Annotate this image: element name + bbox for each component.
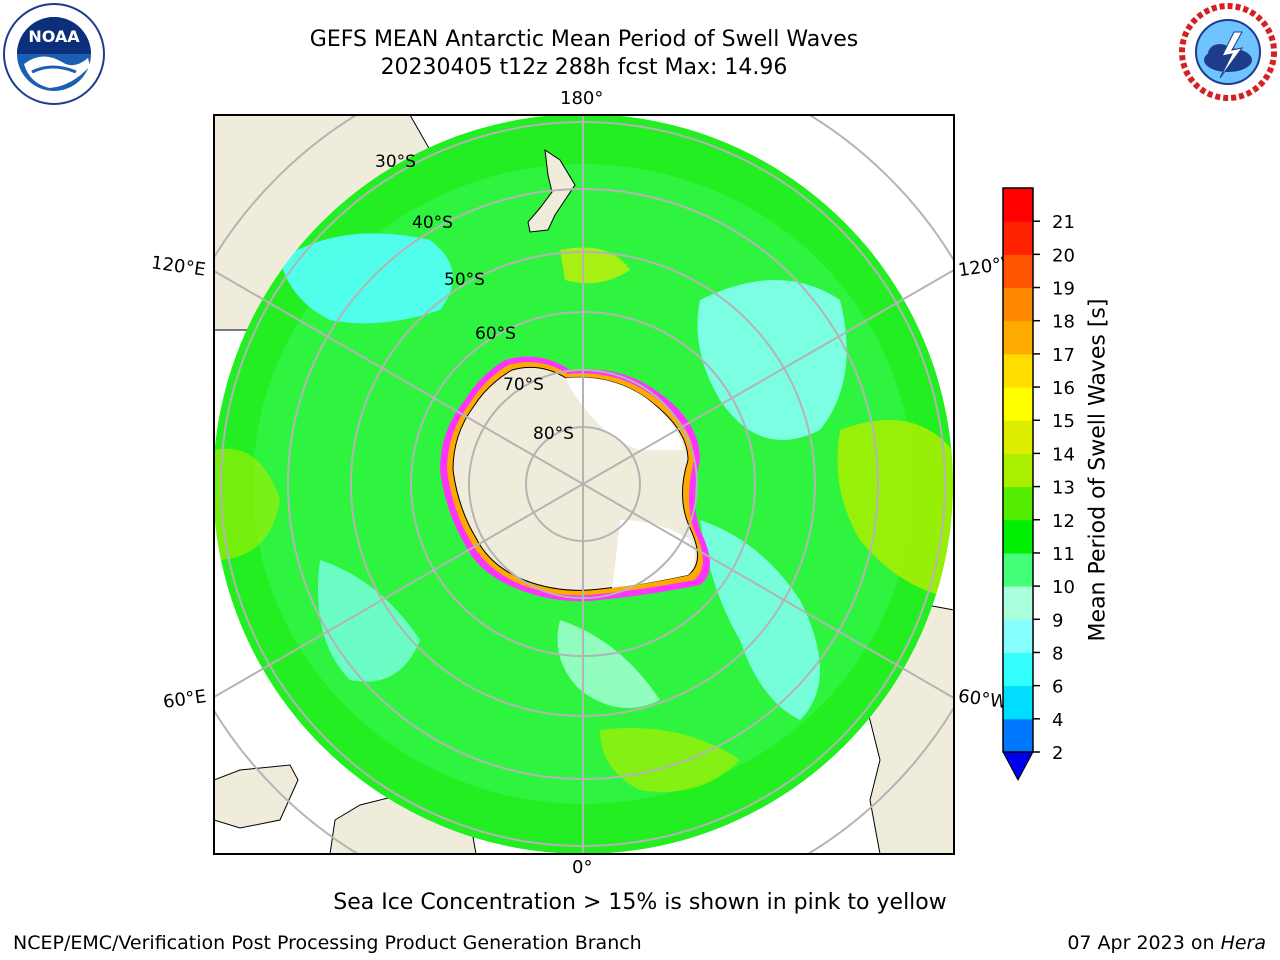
- lat-label-80s: 80°S: [533, 424, 574, 444]
- lat-label-30s: 30°S: [375, 152, 416, 172]
- colorbar-tick-label: 16: [1052, 378, 1075, 399]
- sea-ice-note: Sea Ice Concentration > 15% is shown in …: [333, 890, 947, 915]
- credit-text: NCEP/EMC/Verification Post Processing Pr…: [13, 932, 642, 954]
- ross-ice-shelf: [566, 377, 684, 450]
- lat-label-50s: 50°S: [444, 270, 485, 290]
- meridian-120e: [214, 270, 584, 485]
- colorbar-tick-label: 2: [1052, 743, 1063, 764]
- colorbar-band: [1003, 320, 1033, 355]
- colorbar-tick-label: 8: [1052, 643, 1063, 664]
- colorbar-tick-label: 14: [1052, 444, 1075, 465]
- date-stamp: 07 Apr 2023 on Hera: [1067, 932, 1266, 954]
- cyan-region-tasman: [280, 233, 453, 324]
- colorbar-band: [1003, 188, 1033, 222]
- colorbar-band: [1003, 685, 1033, 720]
- lat-label-60s: 60°S: [475, 324, 516, 344]
- cyan-region-atlantic: [700, 520, 820, 720]
- colorbar-underflow-arrow: [1002, 751, 1034, 782]
- colorbar-band: [1003, 552, 1033, 587]
- cyan-region-indian: [318, 560, 420, 682]
- colorbar-label: Mean Period of Swell Waves [s]: [1085, 298, 1111, 642]
- graticule: [214, 115, 954, 854]
- date-text: 07 Apr 2023 on: [1067, 932, 1221, 954]
- colorbar-tick-label: 11: [1052, 544, 1075, 565]
- colorbar-band: [1003, 254, 1033, 289]
- nws-logo-icon: [1179, 3, 1277, 101]
- meridian-60e: [214, 483, 584, 698]
- colorbar-band: [1003, 652, 1033, 687]
- colorbar-band: [1003, 453, 1033, 488]
- colorbar-tick-label: 13: [1052, 478, 1075, 499]
- meridian-60w: [582, 483, 954, 699]
- colorbar-tick-label: 10: [1052, 577, 1075, 598]
- lon-label-0: 0°: [572, 857, 593, 878]
- colorbar-tick-label: 6: [1052, 677, 1063, 698]
- colorbar-tick-label: 9: [1052, 610, 1063, 631]
- yellowgreen-patch-south: [600, 728, 740, 792]
- date-host: Hera: [1220, 932, 1266, 954]
- madagascar-land: [214, 764, 299, 829]
- colorbar-tick-label: 18: [1052, 312, 1075, 333]
- lon-label-180: 180°: [560, 88, 604, 109]
- colorbar-tick-label: 20: [1052, 245, 1075, 266]
- yellowgreen-patch-east: [837, 420, 953, 600]
- chart-title: GEFS MEAN Antarctic Mean Period of Swell…: [309, 27, 859, 52]
- yellowgreen-patch-north: [560, 247, 630, 284]
- colorbar-tick-label: 19: [1052, 279, 1075, 300]
- colorbar-tick-label: 12: [1052, 511, 1075, 532]
- colorbar-band: [1003, 420, 1033, 454]
- lat-label-40s: 40°S: [412, 213, 453, 233]
- colorbar-band: [1003, 353, 1033, 388]
- colorbar-tick-label: 15: [1052, 411, 1075, 432]
- chart-subtitle: 20230405 t12z 288h fcst Max: 14.96: [380, 55, 788, 80]
- new-zealand-land: [527, 148, 576, 233]
- colorbar-band: [1003, 221, 1033, 255]
- colorbar-band: [1003, 718, 1033, 753]
- colorbar-band: [1003, 519, 1033, 554]
- colorbar-band: [1003, 287, 1033, 322]
- colorbar-tick-label: 17: [1052, 345, 1075, 366]
- meridian-120w: [582, 269, 954, 485]
- colorbar-tick-label: 4: [1052, 710, 1063, 731]
- yellowgreen-patch-west: [214, 448, 280, 560]
- colorbar-band: [1003, 619, 1033, 653]
- noaa-logo-icon: NOAA: [3, 3, 105, 105]
- colorbar-band: [1003, 486, 1033, 521]
- cyan-region-pacific: [697, 280, 847, 440]
- map-frame: [213, 114, 955, 855]
- colorbar-frame: [1002, 187, 1034, 753]
- lat-label-70s: 70°S: [503, 375, 544, 395]
- colorbar-band: [1003, 586, 1033, 620]
- colorbar-band: [1003, 387, 1033, 421]
- colorbar-tick-label: 21: [1052, 212, 1075, 233]
- svg-text:NOAA: NOAA: [28, 27, 80, 46]
